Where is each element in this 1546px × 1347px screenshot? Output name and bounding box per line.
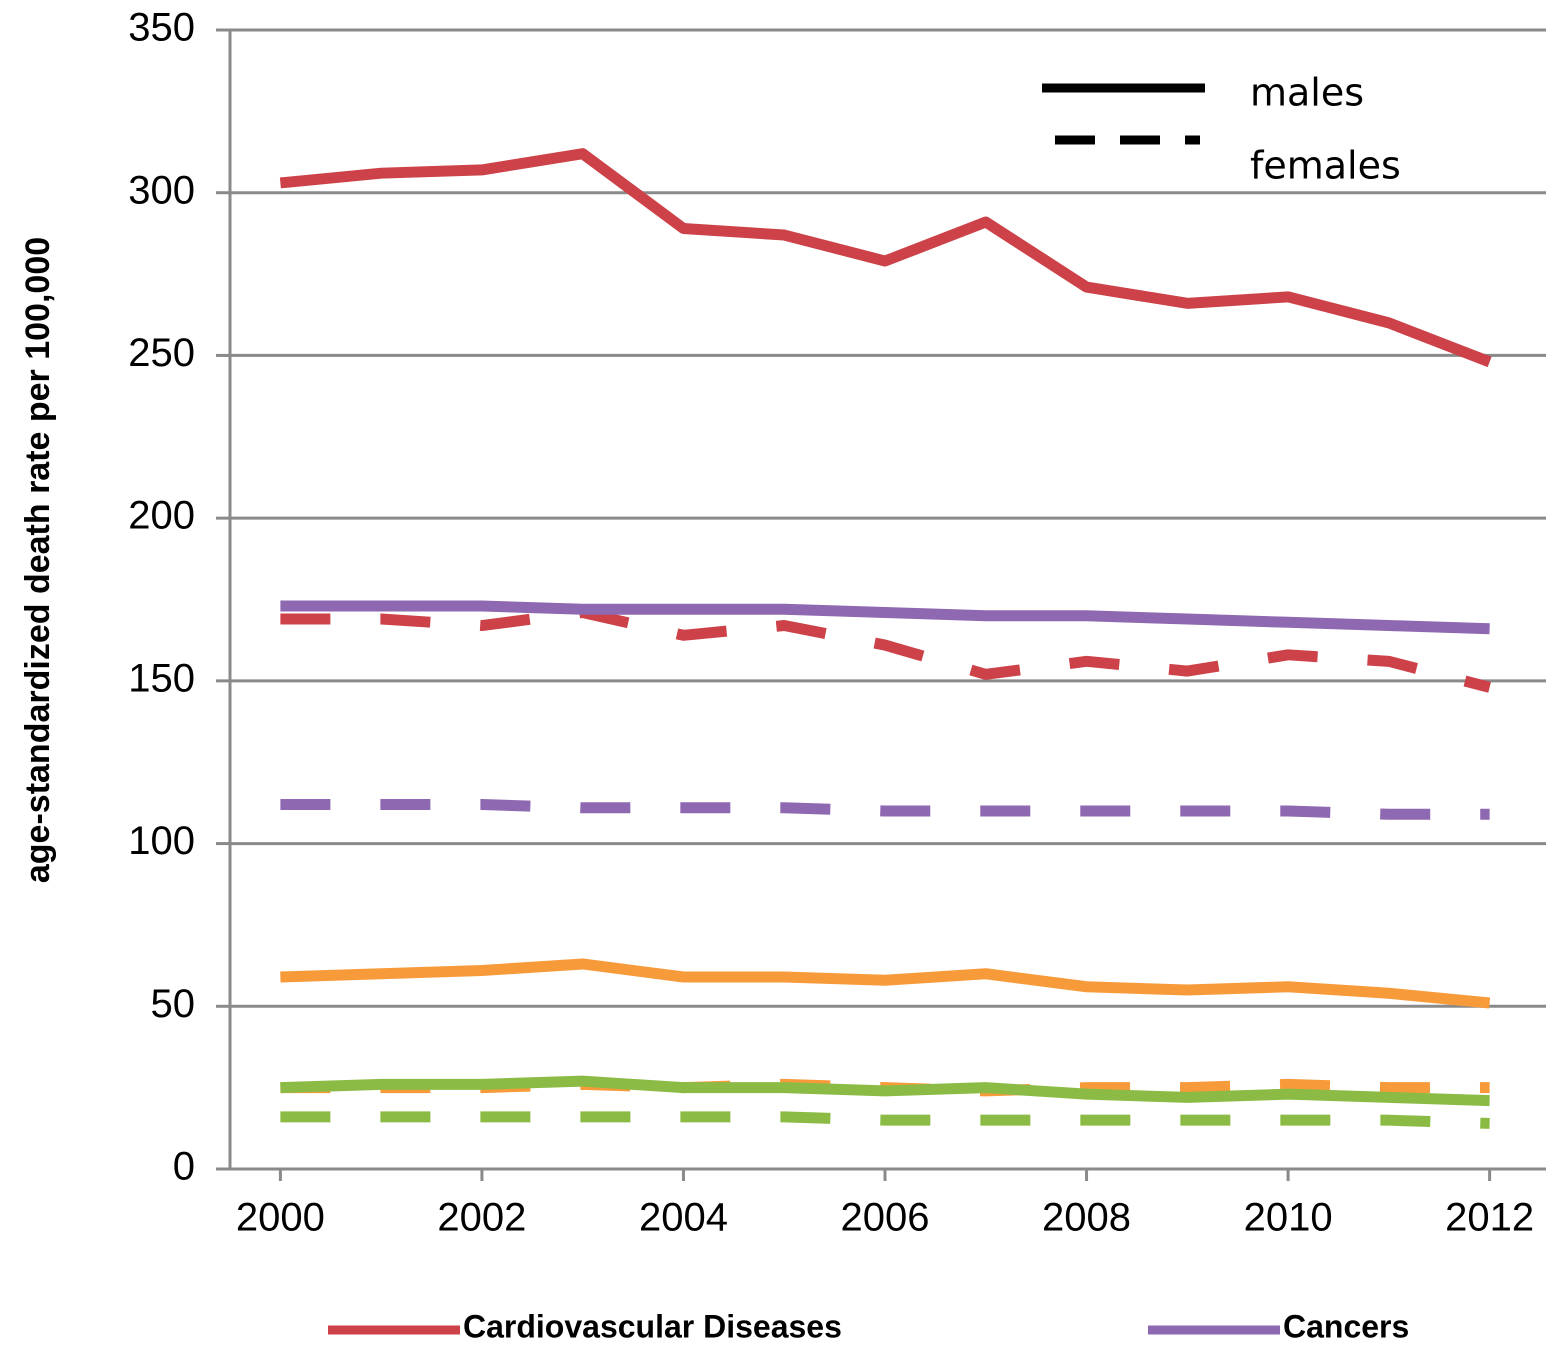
data-line (280, 607, 1491, 693)
data-line (280, 600, 1490, 635)
data-line (280, 1111, 1490, 1129)
data-line (280, 958, 1491, 1009)
y-tick-label: 250 (128, 331, 195, 375)
x-tick-label: 2002 (437, 1196, 526, 1240)
x-tick-label: 2010 (1244, 1196, 1333, 1240)
y-tick-label: 50 (151, 982, 196, 1026)
x-tick-label: 2006 (841, 1196, 930, 1240)
y-axis-label: age-standardized death rate per 100,000 (19, 237, 57, 883)
x-tick-label: 2000 (236, 1196, 325, 1240)
y-tick-label: 200 (128, 494, 195, 538)
y-tick-label: 0 (173, 1145, 195, 1189)
x-tick-label: 2012 (1445, 1196, 1534, 1240)
y-tick-label: 100 (128, 819, 195, 863)
data-line (279, 148, 1492, 368)
x-tick-label: 2004 (639, 1196, 728, 1240)
legend-label: males (1250, 71, 1364, 115)
y-tick-label: 350 (128, 6, 195, 50)
y-tick-label: 300 (128, 168, 195, 212)
y-tick-label: 150 (128, 656, 195, 700)
data-line (280, 799, 1490, 820)
x-tick-label: 2008 (1042, 1196, 1131, 1240)
legend-label: females (1250, 144, 1401, 188)
legend-label: Cardiovascular Diseases (463, 1308, 842, 1344)
legend-label: Cancers (1283, 1308, 1409, 1344)
data-line (280, 1075, 1490, 1107)
